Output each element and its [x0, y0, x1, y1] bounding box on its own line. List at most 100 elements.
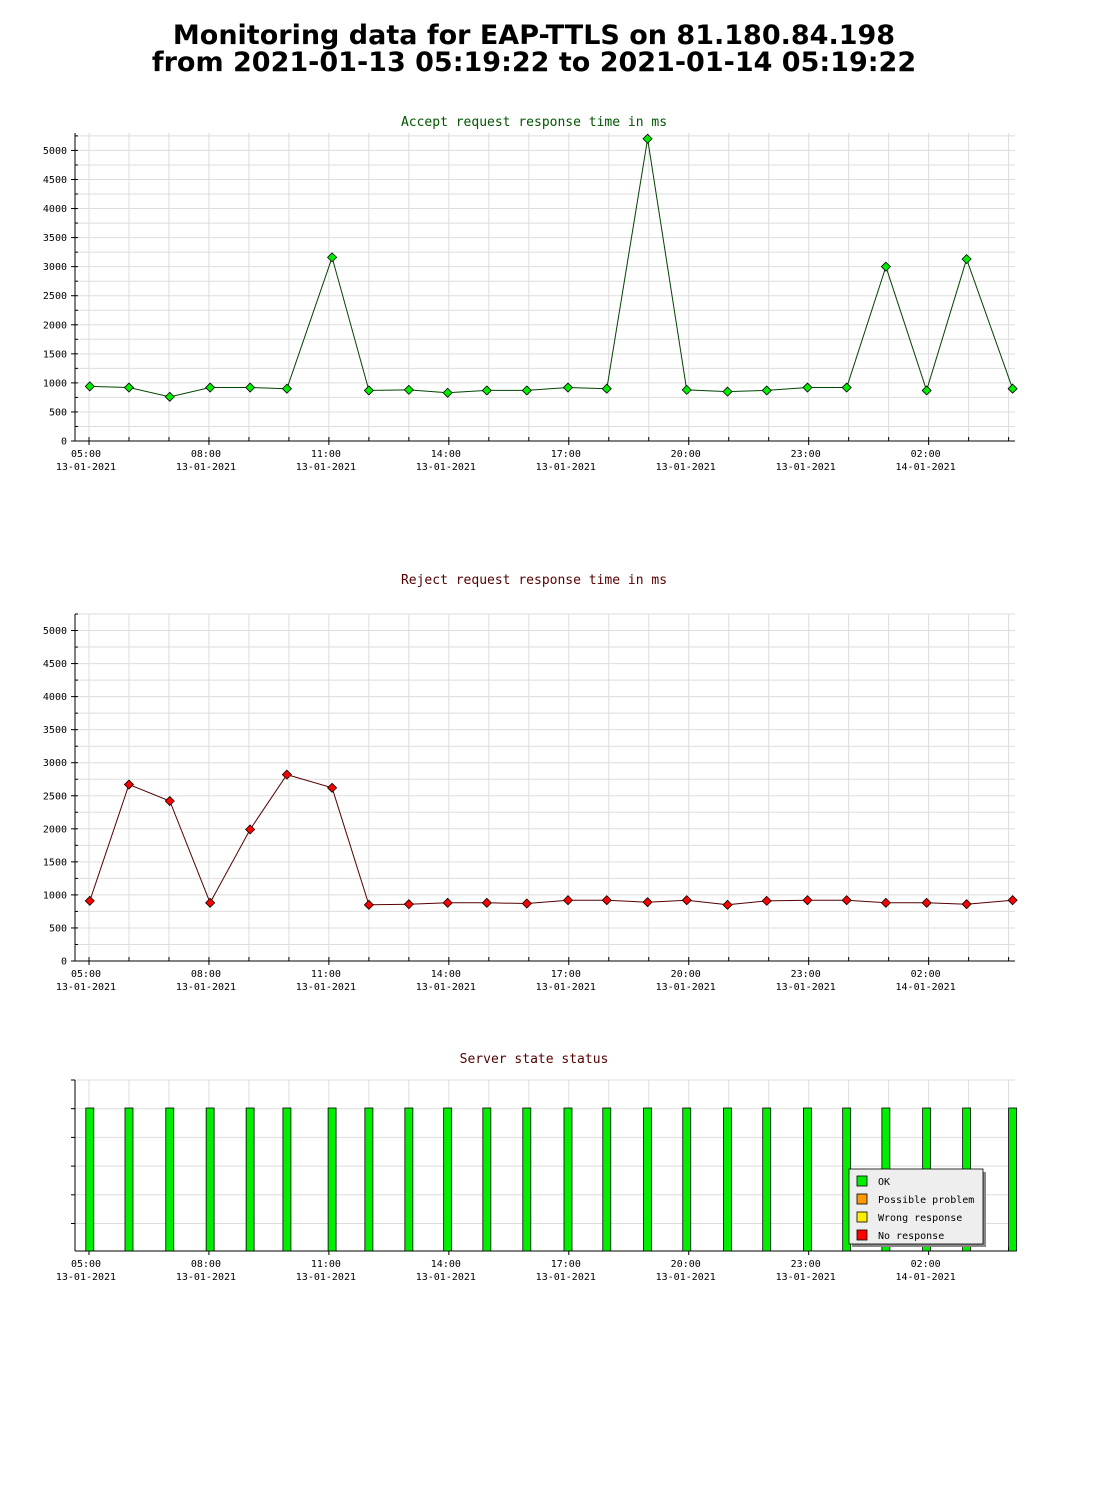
accept-x-tick-time: 14:00 — [431, 449, 461, 460]
status-x-tick-time: 14:00 — [431, 1259, 461, 1270]
reject-data-point — [681, 895, 692, 906]
status-status-bar — [245, 1107, 255, 1252]
accept-y-tick-label: 500 — [49, 407, 67, 418]
reject-x-tick-time: 17:00 — [551, 969, 581, 980]
status-x-tick-time: 20:00 — [671, 1259, 701, 1270]
accept-x-tick-time: 23:00 — [791, 449, 821, 460]
reject-data-point — [281, 769, 292, 780]
reject-y-tick-label: 0 — [61, 957, 67, 968]
accept-data-point — [327, 252, 338, 263]
status-x-tick-time: 11:00 — [311, 1259, 341, 1270]
status-x-tick-time: 05:00 — [71, 1259, 101, 1270]
status-status-bar — [563, 1107, 573, 1252]
legend-label: OK — [878, 1177, 890, 1188]
accept-data-point — [363, 385, 374, 396]
reject-data-point — [722, 899, 733, 910]
legend-label: Wrong response — [878, 1213, 962, 1224]
accept-chart-title: Accept request response time in ms — [401, 115, 667, 130]
reject-chart-grid — [75, 613, 1015, 961]
accept-y-tick-label: 3000 — [43, 262, 67, 273]
reject-x-tick-date: 13-01-2021 — [656, 982, 716, 993]
reject-data-point — [205, 897, 216, 908]
reject-data-point — [880, 897, 891, 908]
accept-data-point — [802, 382, 813, 393]
status-status-bar — [124, 1107, 134, 1252]
reject-x-tick-date: 13-01-2021 — [296, 982, 356, 993]
status-chart-title: Server state status — [460, 1052, 609, 1067]
reject-y-tick-label: 4000 — [43, 692, 67, 703]
accept-data-point — [164, 391, 175, 402]
accept-data-point — [123, 382, 135, 393]
accept-data-point — [841, 382, 852, 393]
accept-data-point — [281, 383, 292, 394]
status-status-bar — [682, 1107, 692, 1252]
reject-y-tick-label: 1500 — [43, 857, 67, 868]
status-chart-legend: OK Possible problem Wrong response No respo… — [848, 1168, 986, 1247]
reject-data-point — [481, 897, 492, 908]
accept-data-point — [601, 383, 612, 394]
status-status-bar — [205, 1107, 215, 1252]
page-title-line-1: Monitoring data for EAP-TTLS on 81.180.8… — [172, 20, 896, 51]
accept-x-tick-date: 13-01-2021 — [656, 462, 716, 473]
status-status-bar — [482, 1107, 492, 1252]
reject-y-tick-label: 3500 — [43, 725, 67, 736]
accept-data-point — [722, 386, 733, 397]
status-status-bar — [443, 1107, 453, 1252]
accept-x-tick-time: 17:00 — [551, 449, 581, 460]
accept-data-point — [403, 384, 414, 395]
reject-y-tick-label: 500 — [49, 923, 67, 934]
status-status-bar — [327, 1107, 337, 1252]
reject-data-point — [442, 897, 453, 908]
reject-y-tick-label: 3000 — [43, 758, 67, 769]
status-x-tick-date: 13-01-2021 — [536, 1272, 596, 1283]
status-status-bar — [762, 1107, 772, 1252]
reject-x-tick-time: 20:00 — [671, 969, 701, 980]
accept-x-tick-time: 11:00 — [311, 449, 341, 460]
accept-x-tick-date: 13-01-2021 — [176, 462, 236, 473]
accept-chart-series — [84, 133, 1018, 402]
status-x-tick-date: 14-01-2021 — [896, 1272, 956, 1283]
reject-y-tick-label: 2500 — [43, 791, 67, 802]
accept-y-tick-label: 4000 — [43, 204, 67, 215]
status-status-bar — [522, 1107, 532, 1252]
accept-data-point — [642, 133, 653, 144]
accept-data-point — [442, 387, 453, 398]
reject-y-tick-label: 2000 — [43, 824, 67, 835]
status-status-bar — [602, 1107, 612, 1252]
status-status-bar — [404, 1107, 414, 1252]
status-x-tick-date: 13-01-2021 — [776, 1272, 836, 1283]
reject-x-tick-time: 23:00 — [791, 969, 821, 980]
reject-data-point — [521, 898, 532, 909]
accept-y-tick-label: 2000 — [43, 320, 67, 331]
page-title-line-2: from 2021-01-13 05:19:22 to 2021-01-14 0… — [151, 47, 917, 78]
reject-data-point — [761, 895, 772, 906]
accept-data-point — [681, 384, 692, 395]
reject-y-tick-label: 1000 — [43, 890, 67, 901]
legend-box — [848, 1168, 984, 1245]
reject-data-point — [164, 795, 175, 807]
reject-data-point — [562, 895, 574, 906]
accept-y-tick-label: 3500 — [43, 233, 67, 244]
reject-data-point — [642, 897, 653, 908]
accept-y-tick-label: 4500 — [43, 175, 67, 186]
reject-x-tick-time: 05:00 — [71, 969, 101, 980]
legend-swatch — [856, 1229, 868, 1241]
status-status-bar — [643, 1107, 652, 1252]
reject-data-point — [601, 895, 612, 906]
reject-chart-axes: 05:00 13-01-2021 08:00 13-01-2021 11:00 13-01… — [43, 613, 1015, 993]
accept-x-tick-time: 05:00 — [71, 449, 101, 460]
legend-label: Possible problem — [878, 1195, 974, 1206]
status-x-tick-time: 17:00 — [551, 1259, 581, 1270]
server-status-chart: Server state status 05:00 13-01-2021 08:00… — [56, 1052, 1018, 1283]
status-status-bar — [282, 1107, 292, 1252]
accept-x-tick-date: 13-01-2021 — [296, 462, 356, 473]
reject-x-tick-date: 13-01-2021 — [176, 982, 236, 993]
status-status-bar — [165, 1107, 175, 1252]
reject-y-tick-label: 5000 — [43, 626, 67, 637]
accept-x-tick-time: 02:00 — [911, 449, 941, 460]
page-title: Monitoring data for EAP-TTLS on 81.180.8… — [0, 22, 1068, 76]
reject-series-line — [89, 774, 1013, 906]
accept-y-tick-label: 1500 — [43, 349, 67, 360]
status-status-bar — [803, 1107, 812, 1252]
reject-data-point — [123, 779, 135, 790]
